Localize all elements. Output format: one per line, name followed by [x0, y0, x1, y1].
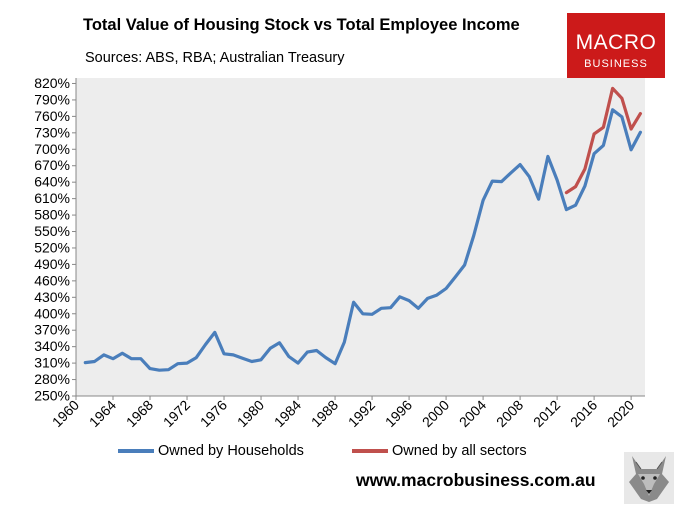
x-tick-label: 1976: [197, 397, 230, 430]
x-tick-label: 1988: [308, 397, 341, 430]
chart-title: Total Value of Housing Stock vs Total Em…: [83, 16, 520, 34]
macrobusiness-logo: MACRO BUSINESS: [567, 13, 665, 78]
wolf-logo-icon: [624, 452, 674, 504]
plot-area: [76, 78, 645, 396]
y-tick-label: 520%: [34, 239, 70, 255]
x-tick-label: 1996: [382, 397, 415, 430]
legend-item-all-sectors: Owned by all sectors: [352, 443, 527, 459]
website-url: www.macrobusiness.com.au: [356, 470, 596, 490]
y-tick-label: 790%: [34, 91, 70, 107]
logo-text-business: BUSINESS: [584, 58, 648, 70]
chart-subtitle: Sources: ABS, RBA; Australian Treasury: [85, 50, 345, 66]
y-tick-label: 430%: [34, 289, 70, 305]
x-tick-label: 2008: [493, 397, 526, 430]
y-tick-label: 400%: [34, 305, 70, 321]
y-tick-label: 550%: [34, 223, 70, 239]
legend-label-all-sectors: Owned by all sectors: [392, 443, 527, 459]
y-tick-label: 820%: [34, 75, 70, 91]
y-tick-label: 340%: [34, 338, 70, 354]
line-chart: 250%280%310%340%370%400%430%460%490%520%…: [34, 75, 645, 430]
y-tick-label: 730%: [34, 124, 70, 140]
x-tick-label: 1980: [234, 397, 267, 430]
x-tick-label: 2004: [456, 397, 489, 430]
series-line-all-sectors: [564, 86, 643, 195]
y-tick-label: 490%: [34, 256, 70, 272]
y-tick-label: 610%: [34, 190, 70, 206]
x-tick-label: 1972: [160, 397, 193, 430]
x-tick-label: 2012: [530, 397, 563, 430]
y-tick-label: 580%: [34, 207, 70, 223]
y-tick-label: 640%: [34, 174, 70, 190]
x-tick-label: 2000: [419, 397, 452, 430]
series-line-households: [83, 108, 643, 372]
y-tick-label: 760%: [34, 108, 70, 124]
chart-legend: Owned by Households Owned by all sectors: [0, 443, 687, 463]
y-tick-label: 460%: [34, 272, 70, 288]
legend-swatch-all-sectors: [352, 449, 388, 453]
legend-swatch-households: [118, 449, 154, 453]
y-tick-label: 250%: [34, 388, 70, 404]
legend-item-households: Owned by Households: [118, 443, 304, 459]
y-tick-label: 700%: [34, 141, 70, 157]
y-tick-label: 280%: [34, 371, 70, 387]
x-tick-label: 1968: [123, 397, 156, 430]
x-tick-label: 2016: [567, 397, 600, 430]
x-tick-label: 2020: [604, 397, 637, 430]
x-tick-label: 1984: [271, 397, 304, 430]
legend-label-households: Owned by Households: [158, 443, 304, 459]
y-tick-label: 670%: [34, 157, 70, 173]
logo-text-macro: MACRO: [575, 31, 657, 54]
y-tick-label: 370%: [34, 322, 70, 338]
x-tick-label: 1964: [86, 397, 119, 430]
y-tick-label: 310%: [34, 355, 70, 371]
x-tick-label: 1992: [345, 397, 378, 430]
